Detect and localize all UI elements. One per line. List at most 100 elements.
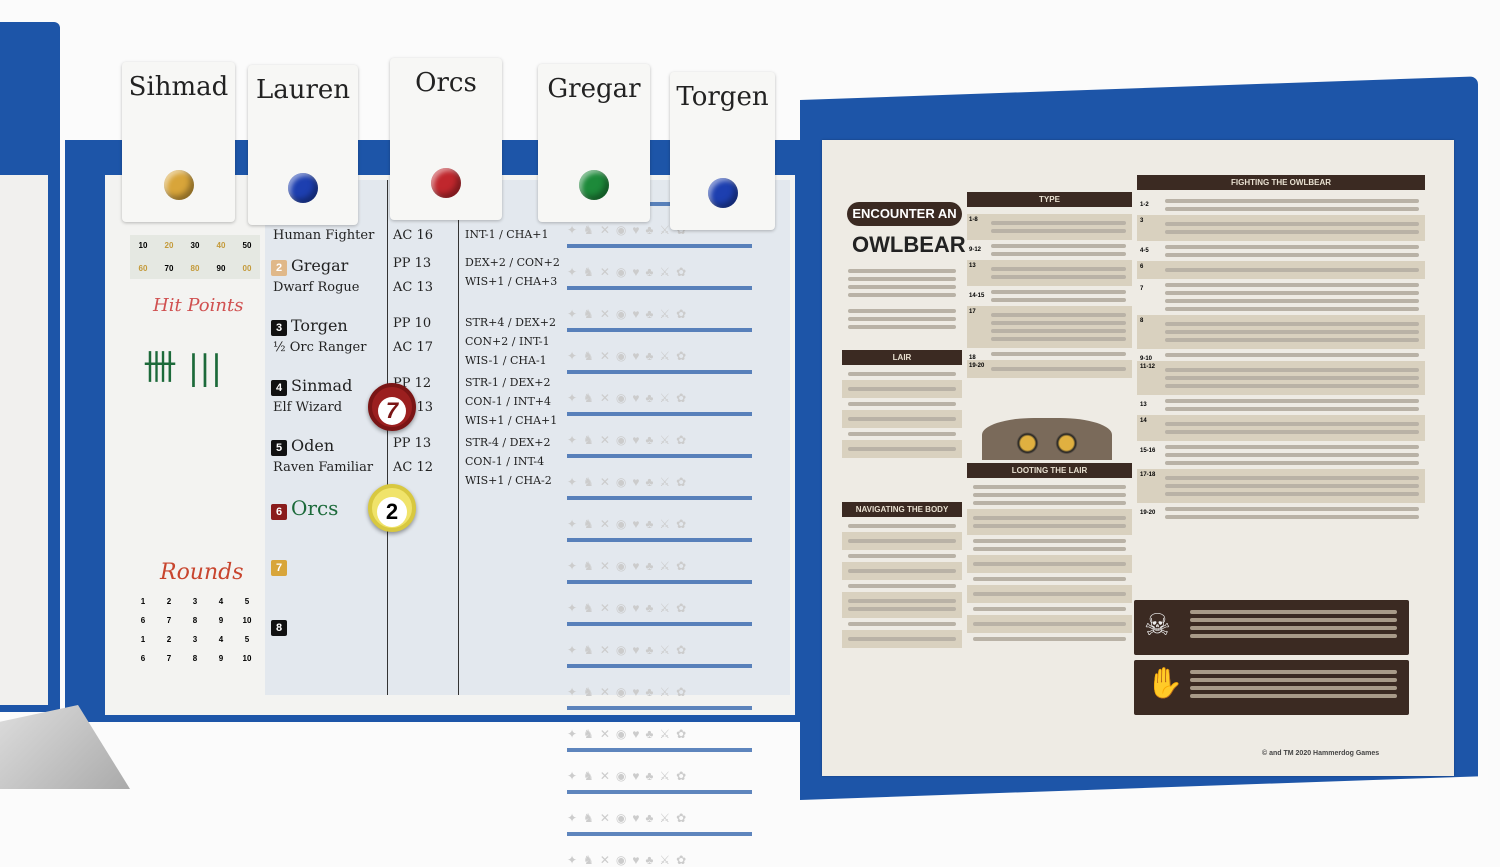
condition-icon-row[interactable]: ✦♞✕◉♥♣⚔✿ xyxy=(567,454,752,489)
round-cell[interactable]: 10 xyxy=(242,616,252,625)
type-header: TYPE xyxy=(967,192,1132,207)
roll-range: 3 xyxy=(1140,218,1144,224)
round-cell[interactable]: 9 xyxy=(218,616,224,625)
roll-range: 15-16 xyxy=(1140,448,1156,454)
armor-class: AC 16 xyxy=(393,228,434,243)
name-tag[interactable]: Lauren xyxy=(248,65,358,225)
initiative-token-2[interactable]: 2 xyxy=(368,484,416,532)
ability-modifiers: WIS+1 / CHA+1 xyxy=(465,414,558,427)
roll-range: 11-12 xyxy=(1140,364,1156,370)
name-tag[interactable]: Sihmad xyxy=(122,62,235,222)
round-cell[interactable]: 5 xyxy=(244,635,250,644)
hp-cell[interactable]: 10 xyxy=(138,241,148,250)
condition-icon-row[interactable]: ✦♞✕◉♥♣⚔✿ xyxy=(567,832,752,867)
fighting-row: 15-16 xyxy=(1137,445,1425,465)
type-row: 14-15 xyxy=(967,290,1132,302)
character-name: Orcs xyxy=(291,496,339,520)
round-cell[interactable]: 1 xyxy=(140,597,146,606)
type-row: 19-20 xyxy=(967,360,1132,378)
round-cell[interactable]: 8 xyxy=(192,616,198,625)
pushpin-icon xyxy=(431,168,461,198)
fighting-row: 3 xyxy=(1137,215,1425,241)
round-cell[interactable]: 8 xyxy=(192,654,198,663)
name-tag[interactable]: Gregar xyxy=(538,64,650,222)
condition-icon-row[interactable]: ✦♞✕◉♥♣⚔✿ xyxy=(567,622,752,657)
initiative-sheet: Human Fighter AC 16 INT-1 / CHA+1 2 Gregar Dw… xyxy=(265,180,790,867)
character-class: ½ Orc Ranger xyxy=(273,340,367,355)
hp-cell[interactable]: 70 xyxy=(164,264,174,273)
lair-header: LAIR xyxy=(842,350,962,365)
round-cell[interactable]: 5 xyxy=(244,597,250,606)
pushpin-icon xyxy=(163,170,194,200)
character-class: Elf Wizard xyxy=(273,400,343,415)
character-name: Oden xyxy=(291,436,335,455)
fighting-row: 7 xyxy=(1137,283,1425,311)
hp-tracker: 10 20 30 40 50 60 70 80 90 00 xyxy=(130,235,260,279)
left-panel-paper xyxy=(0,175,48,705)
hp-cell[interactable]: 50 xyxy=(242,241,252,250)
roll-range: 8 xyxy=(1140,318,1144,324)
skull-icon: ☠ xyxy=(1144,609,1171,642)
fighting-table: 1-2 3 4-5 6 7 8 9-10 11-12 13 14 15-16 17-18 19-20 xyxy=(1137,195,1425,523)
condition-icon-row[interactable]: ✦♞✕◉♥♣⚔✿ xyxy=(567,538,752,573)
round-cell[interactable]: 2 xyxy=(166,635,172,644)
condition-icon-row[interactable]: ✦♞✕◉♥♣⚔✿ xyxy=(567,328,752,363)
condition-icon-row[interactable]: ✦♞✕◉♥♣⚔✿ xyxy=(567,790,752,825)
ability-modifiers: STR-1 / DEX+2 xyxy=(465,376,551,389)
round-cell[interactable]: 3 xyxy=(192,635,198,644)
type-row: 13 xyxy=(967,260,1132,286)
roll-range: 13 xyxy=(1140,402,1147,408)
initiative-token-7[interactable]: 7 xyxy=(368,383,416,431)
condition-icon-row[interactable]: ✦♞✕◉♥♣⚔✿ xyxy=(567,202,752,237)
roll-range: 6 xyxy=(1140,264,1144,270)
round-cell[interactable]: 2 xyxy=(166,597,172,606)
passive-perception: PP 13 xyxy=(393,436,432,451)
round-cell[interactable]: 4 xyxy=(218,597,224,606)
condition-icon-row[interactable]: ✦♞✕◉♥♣⚔✿ xyxy=(567,706,752,741)
condition-icon-row[interactable]: ✦♞✕◉♥♣⚔✿ xyxy=(567,370,752,405)
name-tag[interactable]: Torgen xyxy=(670,72,775,230)
condition-icon-row[interactable]: ✦♞✕◉♥♣⚔✿ xyxy=(567,286,752,321)
name-tag-label: Lauren xyxy=(255,75,351,105)
condition-icon-row[interactable]: ✦♞✕◉♥♣⚔✿ xyxy=(567,748,752,783)
condition-icon-row[interactable]: ✦♞✕◉♥♣⚔✿ xyxy=(567,664,752,699)
round-cell[interactable]: 9 xyxy=(218,654,224,663)
fighting-row: 11-12 xyxy=(1137,361,1425,395)
initiative-number: 3 xyxy=(271,320,287,336)
hp-cell[interactable]: 40 xyxy=(216,241,226,250)
round-cell[interactable]: 10 xyxy=(242,654,252,663)
initiative-number: 7 xyxy=(271,560,287,576)
roll-range: 9-10 xyxy=(1140,356,1153,362)
zombie-hand-icon: ✋ xyxy=(1146,667,1184,700)
round-cell[interactable]: 3 xyxy=(192,597,198,606)
condition-icon-row[interactable]: ✦♞✕◉♥♣⚔✿ xyxy=(567,580,752,615)
navigating-text xyxy=(842,520,962,648)
hp-cell[interactable]: 20 xyxy=(164,241,174,250)
round-cell[interactable]: 1 xyxy=(140,635,146,644)
roll-range: 18 xyxy=(969,355,976,361)
round-cell[interactable]: 4 xyxy=(218,635,224,644)
condition-icon-row[interactable]: ✦♞✕◉♥♣⚔✿ xyxy=(567,412,752,447)
armor-class: AC 17 xyxy=(393,340,434,355)
round-cell[interactable]: 6 xyxy=(140,616,146,625)
intro-text xyxy=(842,265,962,333)
ability-modifiers: CON-1 / INT-4 xyxy=(465,455,545,468)
zombie-statblock: ✋ xyxy=(1134,660,1409,715)
condition-icon-row[interactable]: ✦♞✕◉♥♣⚔✿ xyxy=(567,244,752,279)
character-name: Torgen xyxy=(291,316,348,335)
name-tag[interactable]: Orcs xyxy=(390,58,502,220)
hp-cell[interactable]: 30 xyxy=(190,241,200,250)
type-row: 1-8 xyxy=(967,214,1132,240)
condition-icon-row[interactable]: ✦♞✕◉♥♣⚔✿ xyxy=(567,496,752,531)
navigating-header: NAVIGATING THE BODY xyxy=(842,502,962,517)
hp-cell[interactable]: 00 xyxy=(242,264,252,273)
round-cell[interactable]: 6 xyxy=(140,654,146,663)
round-cell[interactable]: 7 xyxy=(166,654,172,663)
round-cell[interactable]: 7 xyxy=(166,616,172,625)
hp-cell[interactable]: 80 xyxy=(190,264,200,273)
passive-perception: PP 13 xyxy=(393,256,432,271)
hp-cell[interactable]: 60 xyxy=(138,264,148,273)
hp-cell[interactable]: 90 xyxy=(216,264,226,273)
encounter-badge: ENCOUNTER AN xyxy=(847,202,962,226)
name-tag-label: Gregar xyxy=(547,74,641,104)
